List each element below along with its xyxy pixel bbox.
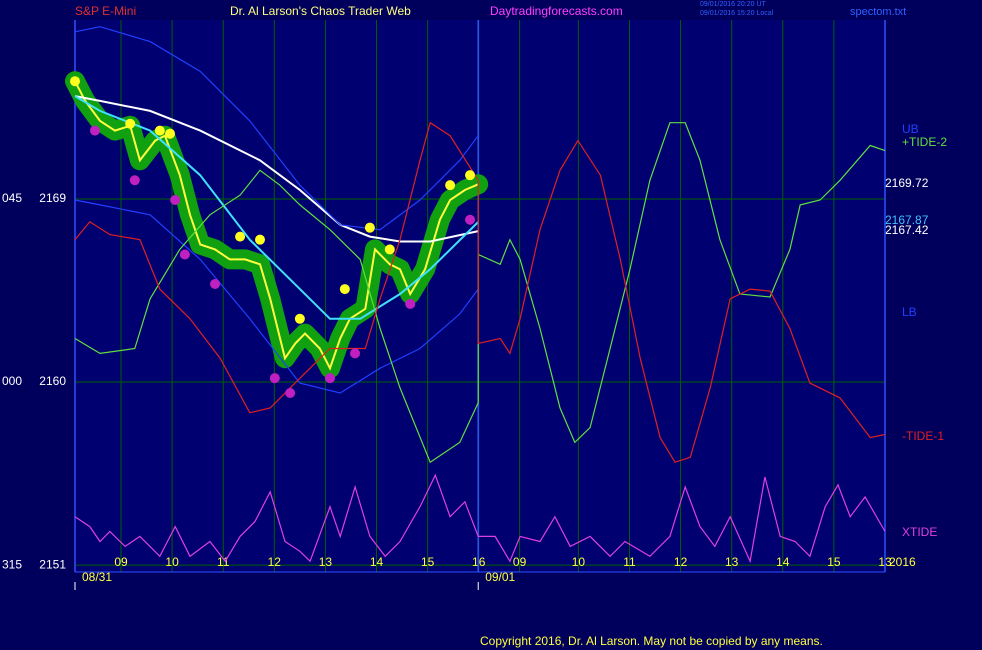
low-dot bbox=[170, 195, 181, 205]
series-line bbox=[74, 473, 886, 564]
plot-area bbox=[75, 20, 885, 572]
high-dot bbox=[125, 118, 136, 129]
high-dot bbox=[465, 170, 476, 181]
y-tick-code: 000 bbox=[2, 374, 22, 388]
legend-label: LB bbox=[902, 305, 917, 319]
high-dot bbox=[339, 284, 350, 295]
high-dot bbox=[364, 222, 375, 233]
high-dot bbox=[154, 125, 165, 136]
date-label: 08/31 bbox=[82, 570, 112, 584]
low-dot bbox=[89, 125, 100, 136]
high-dot bbox=[165, 128, 176, 139]
series-line bbox=[74, 26, 479, 231]
file-name: spectom.txt bbox=[850, 6, 906, 18]
series-line bbox=[74, 122, 886, 464]
series-line bbox=[74, 95, 479, 243]
legend-label: UB bbox=[902, 122, 919, 136]
year: 2016 bbox=[889, 555, 916, 569]
x-tick-label: 15 bbox=[421, 555, 435, 569]
high-dot bbox=[294, 313, 305, 324]
low-dot bbox=[325, 373, 336, 384]
date-label: 09/01 bbox=[485, 570, 515, 584]
chart-title: Dr. Al Larson's Chaos Trader Web bbox=[230, 4, 411, 18]
high-dot bbox=[254, 234, 265, 245]
x-tick-label: 14 bbox=[776, 555, 790, 569]
last-value: 2167.87 bbox=[885, 213, 929, 227]
low-dot bbox=[269, 373, 280, 384]
symbol: S&P E-Mini bbox=[75, 4, 136, 18]
low-dot bbox=[179, 249, 190, 260]
low-dot bbox=[285, 388, 296, 399]
y-tick-code: 045 bbox=[2, 191, 22, 205]
last-value: 2167.42 bbox=[885, 223, 929, 237]
x-tick-label: 13 bbox=[319, 555, 333, 569]
x-tick-label: 13 bbox=[725, 555, 739, 569]
y-tick-label: 2151 bbox=[39, 557, 66, 571]
x-tick-label: 12 bbox=[674, 555, 688, 569]
website: Daytradingforecasts.com bbox=[490, 4, 623, 18]
copyright: Copyright 2016, Dr. Al Larson. May not b… bbox=[480, 634, 823, 648]
x-tick-label: 15 bbox=[827, 555, 841, 569]
series-line bbox=[74, 121, 886, 463]
y-tick-code: 315 bbox=[2, 557, 22, 571]
low-dot bbox=[129, 175, 140, 186]
x-tick-label: 12 bbox=[268, 555, 282, 569]
series-line bbox=[74, 199, 479, 394]
series-line bbox=[74, 80, 479, 371]
x-tick-label: 10 bbox=[572, 555, 586, 569]
x-tick-label: 09 bbox=[114, 555, 128, 569]
high-dot bbox=[445, 180, 456, 191]
high-dot bbox=[384, 244, 395, 255]
x-tick-label: 11 bbox=[623, 555, 636, 569]
legend-label: -TIDE-1 bbox=[902, 429, 944, 443]
timestamp: 09/01/2016 20:20 UT bbox=[700, 1, 766, 8]
high-dot bbox=[235, 231, 246, 242]
low-dot bbox=[210, 279, 221, 289]
timestamp: 09/01/2016 15:20 Local bbox=[700, 10, 774, 17]
x-tick-label: 14 bbox=[370, 555, 384, 569]
y-tick-label: 2169 bbox=[39, 191, 66, 205]
low-dot bbox=[405, 298, 416, 309]
high-dot bbox=[70, 76, 80, 87]
x-tick-label: 10 bbox=[165, 555, 179, 569]
low-dot bbox=[350, 348, 361, 359]
legend-label: XTIDE bbox=[902, 525, 937, 539]
x-tick-label: 09 bbox=[513, 555, 527, 569]
y-tick-label: 2160 bbox=[39, 374, 66, 388]
legend-label: +TIDE-2 bbox=[902, 135, 947, 149]
last-value: 2169.72 bbox=[885, 176, 929, 190]
low-dot bbox=[465, 214, 476, 225]
